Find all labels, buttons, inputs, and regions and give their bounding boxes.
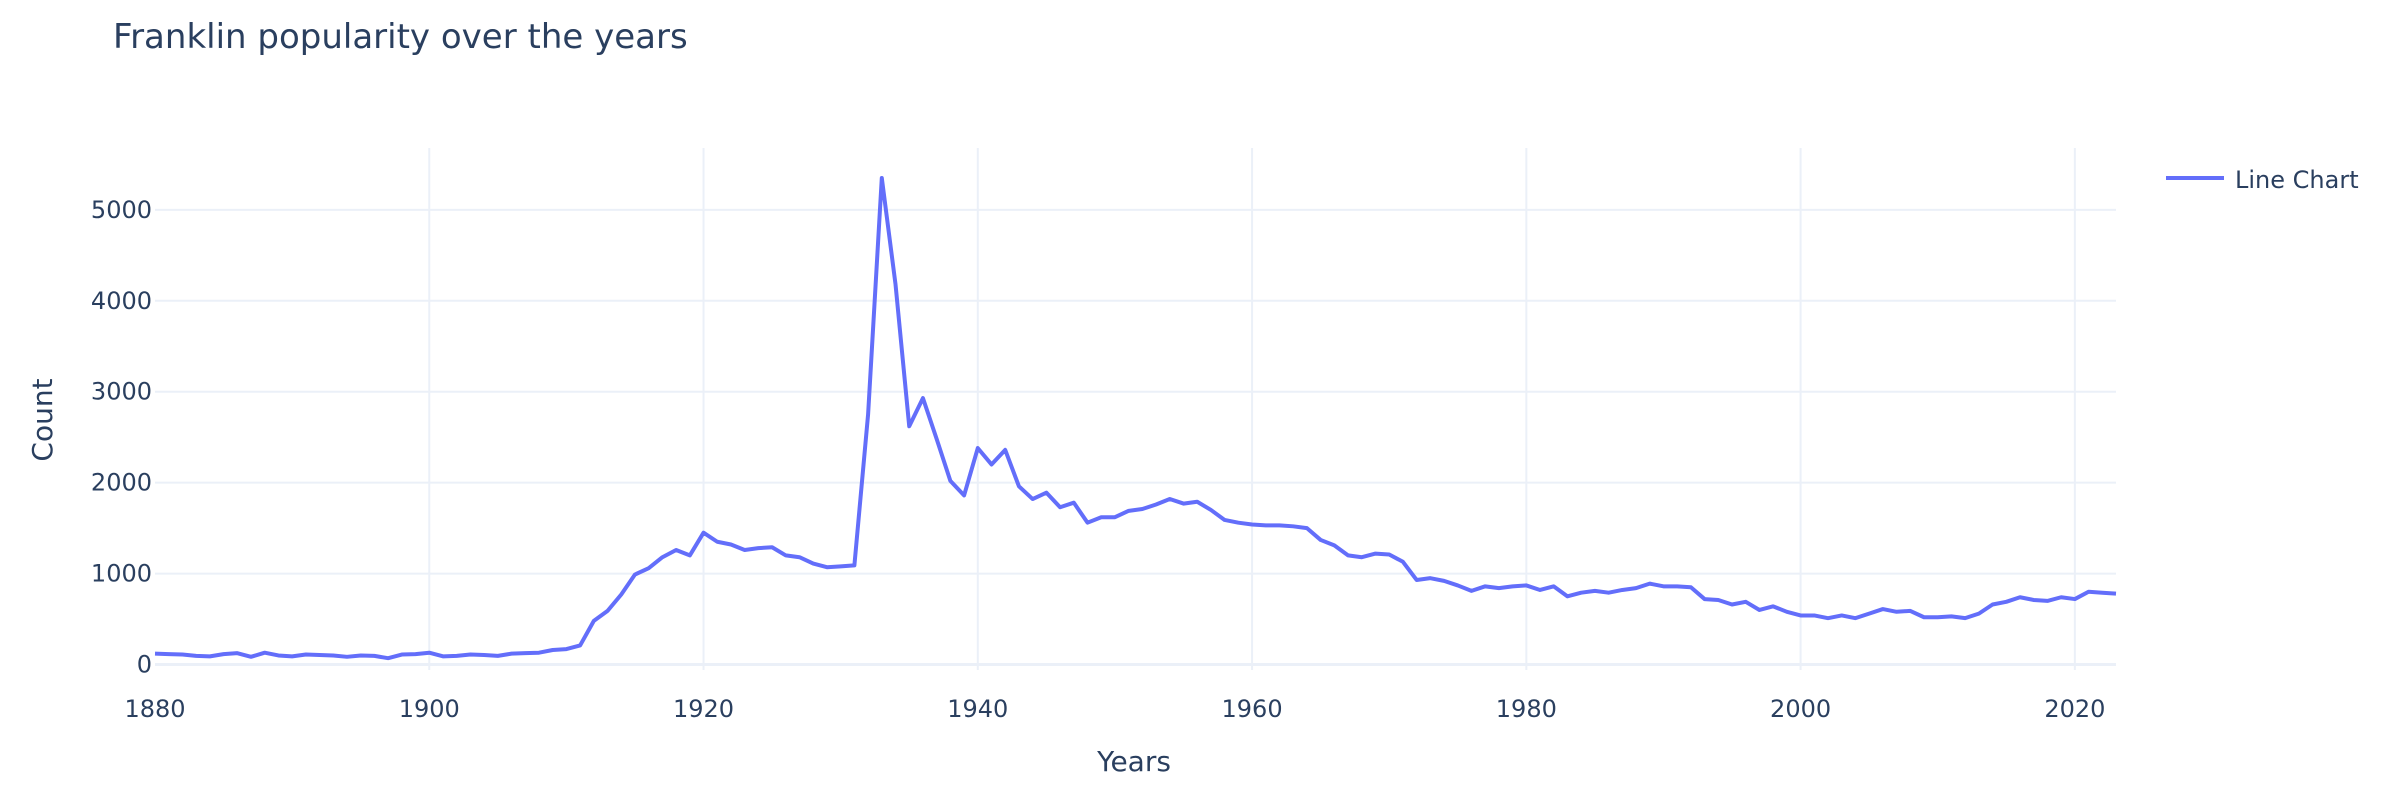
legend-label-line-chart: Line Chart — [2235, 166, 2359, 194]
x-axis-tick-labels: 1880 1900 1920 1940 1960 1980 2000 2020 — [124, 695, 2105, 723]
x-tick-label: 1940 — [947, 695, 1008, 723]
x-tick-label: 2020 — [2044, 695, 2105, 723]
gridlines — [155, 148, 2116, 670]
chart-title: Franklin popularity over the years — [113, 17, 688, 57]
series-layer — [154, 176, 2117, 661]
y-tick-label: 1000 — [91, 560, 152, 588]
legend[interactable]: Line Chart — [2166, 166, 2359, 194]
x-tick-label: 2000 — [1770, 695, 1831, 723]
x-tick-label: 1980 — [1496, 695, 1557, 723]
x-tick-label: 1920 — [673, 695, 734, 723]
series-line-0[interactable] — [154, 176, 2117, 661]
x-axis-label: Years — [1096, 745, 1171, 778]
y-axis-label: Count — [26, 378, 59, 461]
y-tick-label: 4000 — [91, 287, 152, 315]
y-axis-tick-labels: 0 1000 2000 3000 4000 5000 — [91, 196, 152, 679]
x-tick-label: 1900 — [399, 695, 460, 723]
x-tick-label: 1880 — [124, 695, 185, 723]
y-tick-label: 0 — [137, 651, 152, 679]
y-tick-label: 2000 — [91, 469, 152, 497]
y-tick-label: 3000 — [91, 378, 152, 406]
x-tick-label: 1960 — [1222, 695, 1283, 723]
y-tick-label: 5000 — [91, 196, 152, 224]
